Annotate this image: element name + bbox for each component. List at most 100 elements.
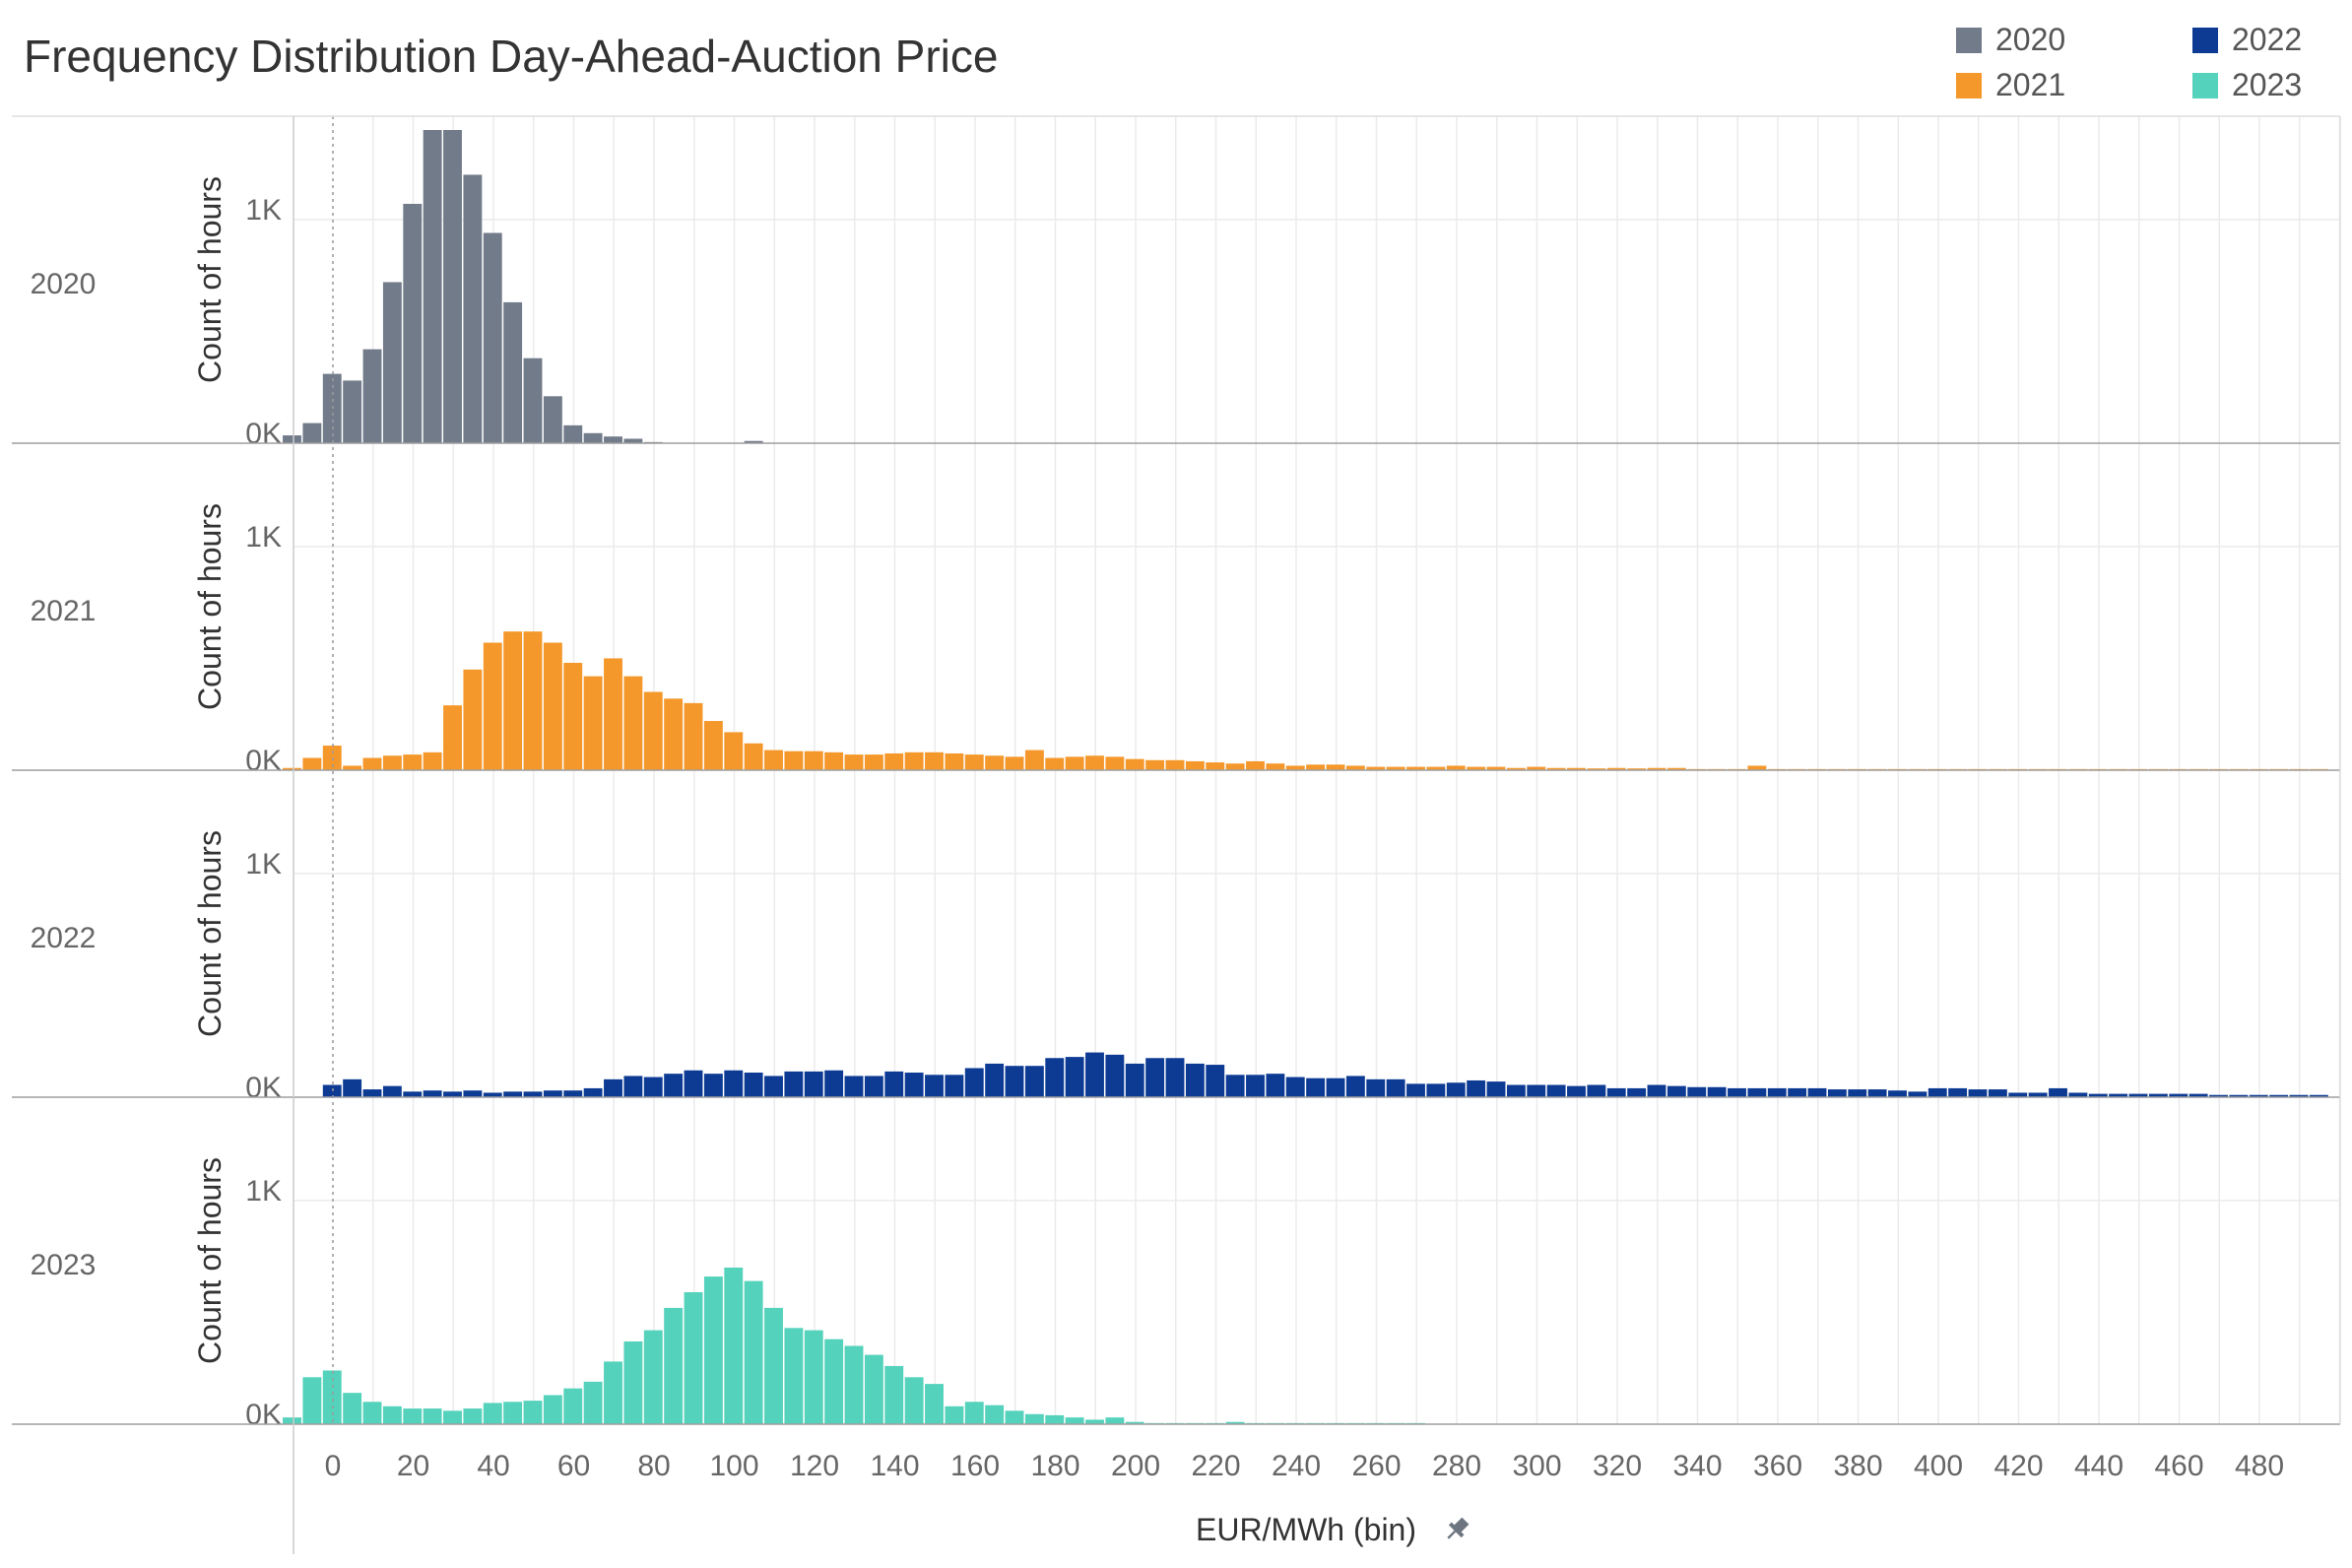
bar-2020 — [283, 435, 301, 443]
bar-2020 — [403, 203, 423, 443]
bar-2022 — [1125, 1063, 1144, 1097]
bar-2020 — [423, 130, 442, 443]
bar-2023 — [483, 1403, 502, 1424]
bar-2021 — [684, 702, 703, 770]
x-tick-label: 240 — [1272, 1450, 1321, 1482]
bar-2023 — [443, 1410, 462, 1424]
bar-2022 — [343, 1078, 362, 1097]
bar-2023 — [623, 1340, 643, 1424]
bar-2021 — [382, 755, 402, 770]
bar-2022 — [1988, 1089, 2007, 1097]
bar-2021 — [904, 751, 924, 770]
bar-2021 — [1486, 766, 1506, 770]
bar-2021 — [1246, 760, 1265, 770]
bar-2021 — [784, 751, 804, 770]
bar-2020 — [523, 358, 543, 443]
y-tick-label: 0K — [245, 1072, 282, 1104]
bar-2021 — [724, 732, 744, 770]
bar-2022 — [1165, 1058, 1185, 1097]
bar-2021 — [1666, 767, 1686, 770]
bar-2022 — [2068, 1092, 2088, 1097]
bar-2022 — [964, 1068, 984, 1097]
legend-item-2022[interactable]: 2022 — [2192, 22, 2302, 58]
bar-2023 — [322, 1370, 342, 1424]
bar-2022 — [604, 1078, 622, 1097]
bar-2023 — [703, 1276, 723, 1424]
bar-2021 — [1647, 767, 1666, 770]
bar-2022 — [623, 1076, 643, 1097]
legend-item-2023[interactable]: 2023 — [2192, 67, 2302, 103]
bar-2022 — [1546, 1084, 1566, 1097]
bar-2021 — [1345, 765, 1365, 770]
y-axis-title: Count of hours — [192, 503, 228, 710]
bar-2021 — [1627, 768, 1647, 770]
bar-2021 — [1065, 756, 1084, 770]
bar-2022 — [2209, 1094, 2228, 1097]
bar-2022 — [985, 1063, 1005, 1097]
bar-2020 — [583, 432, 603, 443]
bar-2023 — [523, 1401, 543, 1424]
bar-2022 — [703, 1074, 723, 1097]
bar-2023 — [684, 1291, 703, 1424]
bar-2021 — [1085, 755, 1104, 770]
bar-2023 — [784, 1328, 804, 1424]
bar-2022 — [1345, 1076, 1365, 1097]
bar-2023 — [985, 1405, 1005, 1424]
bar-2022 — [1848, 1089, 1867, 1097]
x-tick-label: 180 — [1030, 1450, 1079, 1482]
bar-2022 — [543, 1090, 562, 1097]
bar-2021 — [1567, 767, 1586, 770]
bar-2022 — [1206, 1065, 1225, 1097]
bar-2021 — [604, 658, 622, 770]
bar-2022 — [2109, 1093, 2128, 1097]
bar-2023 — [583, 1381, 603, 1424]
bar-2023 — [543, 1395, 562, 1424]
bar-2021 — [1546, 767, 1566, 770]
bar-2021 — [1105, 756, 1125, 770]
bar-2023 — [503, 1402, 523, 1424]
bar-2022 — [744, 1073, 763, 1097]
bar-2022 — [2088, 1093, 2108, 1097]
bar-2021 — [1386, 766, 1405, 770]
bar-2020 — [483, 232, 502, 443]
legend-label-2022: 2022 — [2232, 22, 2303, 57]
pin-icon[interactable] — [1442, 1515, 1471, 1544]
bar-2021 — [1045, 757, 1065, 770]
bar-2022 — [904, 1073, 924, 1097]
bar-2021 — [1266, 763, 1285, 770]
legend-item-2020[interactable]: 2020 — [1956, 22, 2065, 58]
bar-2023 — [804, 1330, 823, 1424]
bar-2022 — [864, 1076, 883, 1097]
legend-item-2021[interactable]: 2021 — [1956, 67, 2065, 103]
bar-2021 — [1527, 766, 1546, 770]
bar-2022 — [2049, 1087, 2067, 1097]
bar-2022 — [1246, 1075, 1265, 1097]
bar-2023 — [643, 1330, 663, 1424]
bar-2021 — [1225, 763, 1245, 770]
bar-2021 — [1467, 766, 1486, 770]
x-tick-label: 220 — [1191, 1450, 1240, 1482]
bar-2021 — [523, 631, 543, 770]
bar-2022 — [523, 1091, 543, 1097]
bar-2021 — [343, 765, 362, 770]
bar-2023 — [604, 1361, 622, 1424]
bar-2021 — [985, 755, 1005, 770]
bar-2022 — [684, 1070, 703, 1097]
bar-2023 — [403, 1408, 423, 1424]
bar-2021 — [583, 676, 603, 770]
bar-2020 — [463, 174, 483, 443]
x-tick-label: 300 — [1512, 1450, 1561, 1482]
bar-2022 — [503, 1091, 523, 1097]
bar-2021 — [1587, 768, 1606, 770]
y-tick-label: 1K — [245, 848, 282, 881]
bar-2021 — [362, 757, 382, 770]
x-tick-label: 360 — [1753, 1450, 1802, 1482]
bar-2020 — [302, 423, 322, 443]
bar-2022 — [423, 1090, 442, 1097]
x-tick-label: 140 — [870, 1450, 919, 1482]
bar-2022 — [784, 1071, 804, 1097]
bar-2022 — [1406, 1083, 1425, 1097]
bar-2021 — [844, 754, 864, 770]
bar-2022 — [1506, 1084, 1526, 1097]
bar-2022 — [1085, 1052, 1104, 1097]
